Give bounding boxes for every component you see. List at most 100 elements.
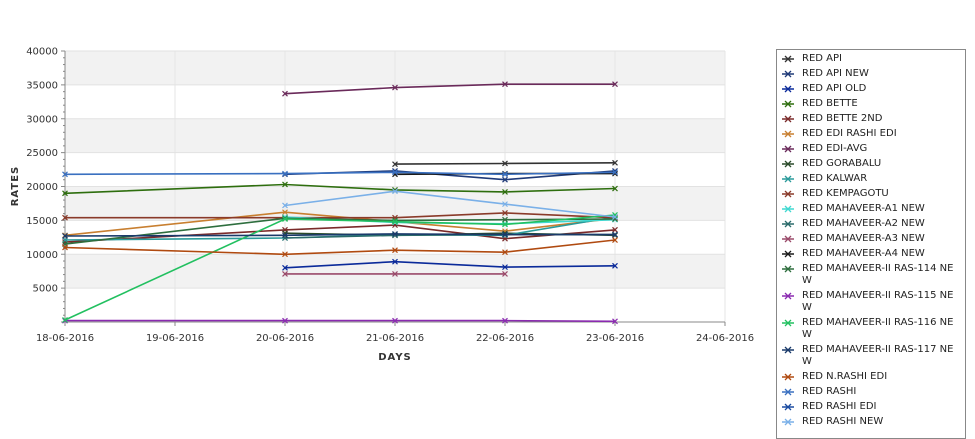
- data-point[interactable]: [502, 209, 508, 216]
- legend-item[interactable]: RED API NEW: [777, 68, 965, 80]
- legend-label: RED API OLD: [802, 83, 867, 94]
- legend-marker-icon: [781, 158, 795, 170]
- data-point[interactable]: [62, 171, 68, 178]
- data-point[interactable]: [612, 159, 618, 166]
- data-point[interactable]: [612, 237, 618, 243]
- data-point[interactable]: [612, 169, 618, 176]
- data-point[interactable]: [392, 247, 398, 254]
- data-point[interactable]: [62, 190, 68, 197]
- data-point[interactable]: [502, 264, 508, 271]
- legend-item[interactable]: RED MAHAVEER-II RAS-114 NEW: [777, 263, 965, 287]
- data-point[interactable]: [62, 244, 68, 251]
- legend-item[interactable]: RED BETTE: [777, 98, 965, 110]
- data-point[interactable]: [612, 81, 618, 88]
- legend-item[interactable]: RED MAHAVEER-II RAS-117 NEW: [777, 344, 965, 368]
- x-tick-label: 20-06-2016: [256, 333, 314, 344]
- data-point[interactable]: [502, 201, 508, 208]
- data-point[interactable]: [282, 170, 288, 177]
- series-red-mahaveer-ii-ras-115-new: [62, 317, 618, 325]
- data-point[interactable]: [282, 270, 288, 277]
- series-line: [64, 239, 616, 256]
- legend-item[interactable]: RED MAHAVEER-A3 NEW: [777, 233, 965, 245]
- x-axis-title: DAYS: [378, 352, 412, 363]
- data-point[interactable]: [282, 251, 288, 258]
- data-point[interactable]: [392, 161, 398, 168]
- legend-item[interactable]: RED MAHAVEER-A1 NEW: [777, 203, 965, 215]
- legend-marker-icon: [781, 233, 795, 245]
- data-point[interactable]: [282, 90, 288, 97]
- data-point[interactable]: [612, 318, 618, 325]
- legend-item[interactable]: RED API OLD: [777, 83, 965, 95]
- legend-marker-icon: [781, 98, 795, 110]
- data-point[interactable]: [392, 188, 398, 195]
- legend-item[interactable]: RED BETTE 2ND: [777, 113, 965, 125]
- legend-item[interactable]: RED API: [777, 53, 965, 65]
- legend-label: RED MAHAVEER-II RAS-117 NEW: [802, 344, 954, 367]
- data-point[interactable]: [392, 218, 398, 225]
- data-point[interactable]: [392, 317, 398, 324]
- data-point[interactable]: [62, 214, 68, 221]
- data-point[interactable]: [612, 185, 618, 192]
- legend-item[interactable]: RED GORABALU: [777, 158, 965, 170]
- series-red-bette: [62, 181, 618, 197]
- data-point[interactable]: [502, 176, 508, 183]
- data-point[interactable]: [502, 231, 508, 238]
- legend-item[interactable]: RED MAHAVEER-II RAS-116 NEW: [777, 317, 965, 341]
- data-point[interactable]: [612, 226, 618, 233]
- data-point[interactable]: [62, 317, 68, 323]
- data-point[interactable]: [502, 81, 508, 88]
- data-point[interactable]: [502, 270, 508, 277]
- legend-label: RED EDI RASHI EDI: [802, 128, 897, 139]
- line-chart: 18-06-2016 19-06-2016 20-06-2016 21-06-2016…: [10, 47, 754, 364]
- y-axis-title: RATES: [10, 166, 21, 207]
- data-point[interactable]: [282, 202, 288, 209]
- chart-legend: RED API RED API NEW RED API OLD RED BETTE RE…: [776, 49, 966, 439]
- legend-label: RED N.RASHI EDI: [802, 371, 888, 382]
- data-point[interactable]: [502, 249, 508, 256]
- data-point[interactable]: [502, 317, 508, 324]
- data-point[interactable]: [392, 231, 398, 237]
- data-point[interactable]: [502, 216, 508, 223]
- legend-label: RED MAHAVEER-A4 NEW: [802, 248, 925, 259]
- legend-item[interactable]: RED MAHAVEER-A4 NEW: [777, 248, 965, 260]
- series-red-api-new: [282, 167, 618, 183]
- legend-item[interactable]: RED N.RASHI EDI: [777, 371, 965, 383]
- legend-item[interactable]: RED KALWAR: [777, 173, 965, 185]
- data-point[interactable]: [612, 262, 618, 269]
- data-point[interactable]: [502, 188, 508, 195]
- data-point[interactable]: [502, 221, 508, 228]
- x-tick-label: 23-06-2016: [586, 333, 644, 344]
- legend-label: RED MAHAVEER-II RAS-116 NEW: [802, 317, 954, 340]
- legend-item[interactable]: RED MAHAVEER-A2 NEW: [777, 218, 965, 230]
- data-point[interactable]: [282, 232, 288, 239]
- series-layer: [62, 81, 618, 325]
- data-point[interactable]: [282, 317, 288, 324]
- legend-label: RED BETTE: [802, 98, 858, 109]
- legend-marker-icon: [781, 173, 795, 185]
- data-point[interactable]: [392, 84, 398, 91]
- legend-item[interactable]: RED RASHI: [777, 386, 965, 398]
- legend-item[interactable]: RED RASHI EDI: [777, 401, 965, 413]
- data-point[interactable]: [502, 171, 508, 178]
- y-tick-label: 5000: [33, 284, 58, 295]
- data-point[interactable]: [612, 231, 618, 238]
- data-point[interactable]: [502, 160, 508, 167]
- legend-label: RED BETTE 2ND: [802, 113, 883, 124]
- data-point[interactable]: [392, 258, 398, 265]
- legend-item[interactable]: RED KEMPAGOTU: [777, 188, 965, 200]
- data-point[interactable]: [282, 209, 288, 216]
- legend-item[interactable]: RED EDI-AVG: [777, 143, 965, 155]
- data-point[interactable]: [392, 169, 398, 176]
- data-point[interactable]: [392, 270, 398, 277]
- legend-item[interactable]: RED RASHI NEW: [777, 416, 965, 428]
- legend-item[interactable]: RED EDI RASHI EDI: [777, 128, 965, 140]
- data-point[interactable]: [282, 264, 288, 271]
- data-point[interactable]: [612, 214, 618, 220]
- data-point[interactable]: [282, 216, 288, 222]
- data-point[interactable]: [62, 233, 68, 239]
- series-red-mahaveer-a3-new: [282, 270, 508, 277]
- legend-item[interactable]: RED MAHAVEER-II RAS-115 NEW: [777, 290, 965, 314]
- data-point[interactable]: [282, 181, 288, 188]
- y-tick-label: 35000: [26, 80, 58, 91]
- tick-labels: 18-06-2016 19-06-2016 20-06-2016 21-06-2016…: [26, 47, 754, 345]
